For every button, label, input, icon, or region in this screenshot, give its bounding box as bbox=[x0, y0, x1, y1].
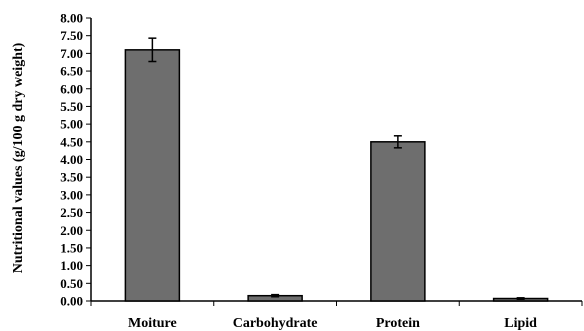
y-tick-label: 3.00 bbox=[60, 187, 83, 202]
x-tick-label: Carbohydrate bbox=[233, 316, 318, 331]
x-tick-label: Moiture bbox=[128, 316, 177, 331]
y-tick-label: 5.50 bbox=[60, 99, 83, 114]
y-tick-label: 6.00 bbox=[60, 81, 83, 96]
x-tick-label: Protein bbox=[376, 316, 420, 331]
y-tick-label: 7.50 bbox=[60, 28, 83, 43]
y-tick-label: 0.00 bbox=[60, 294, 83, 309]
y-tick-label: 7.00 bbox=[60, 46, 83, 61]
y-tick-label: 5.00 bbox=[60, 117, 83, 132]
y-tick-label: 1.50 bbox=[60, 240, 83, 255]
y-tick-label: 2.50 bbox=[60, 205, 83, 220]
y-tick-label: 4.50 bbox=[60, 134, 83, 149]
y-tick-label: 8.00 bbox=[60, 11, 83, 26]
y-tick-label: 3.50 bbox=[60, 170, 83, 185]
bar-protein bbox=[370, 141, 426, 302]
y-tick-label: 0.50 bbox=[60, 276, 83, 291]
y-tick-label: 4.00 bbox=[60, 152, 83, 167]
bar-moiture bbox=[124, 49, 181, 302]
x-tick-label: Lipid bbox=[504, 316, 537, 331]
plot-area: 0.00 0.50 1.00 1.50 2.00 2.50 3.00 3.50 4.00 4.50… bbox=[60, 11, 583, 331]
y-tick-label: 6.50 bbox=[60, 64, 83, 79]
y-tick-label: 1.00 bbox=[60, 258, 83, 273]
y-axis-title: Nutritional values (g/100 g dry weight) bbox=[11, 42, 26, 273]
y-tick-label: 2.00 bbox=[60, 223, 83, 238]
